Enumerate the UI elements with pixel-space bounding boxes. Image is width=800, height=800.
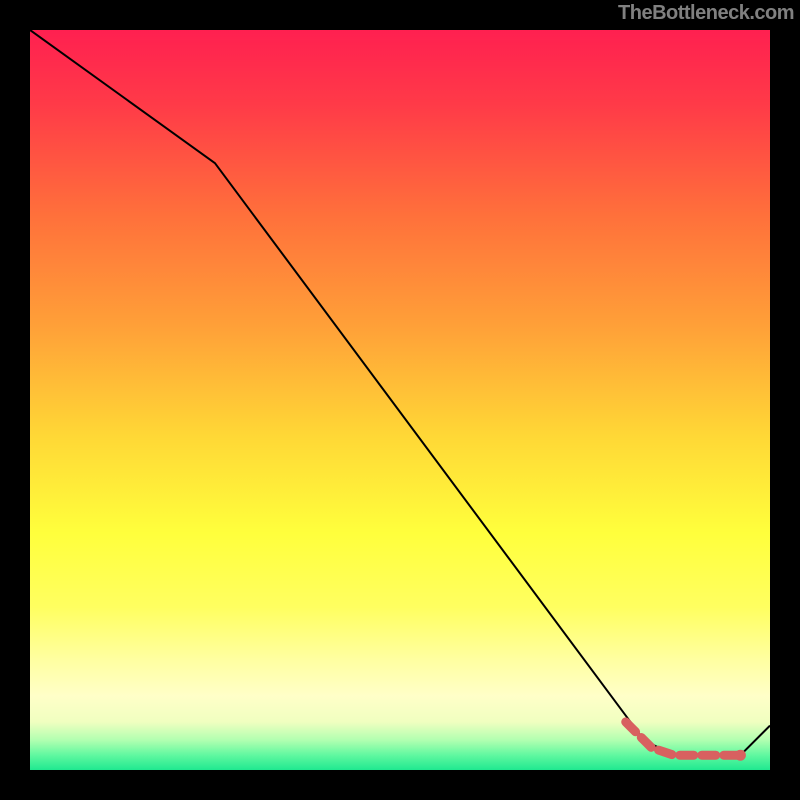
chart-background	[30, 30, 770, 770]
bottleneck-chart	[30, 30, 770, 770]
watermark-text: TheBottleneck.com	[618, 2, 794, 25]
chart-container: TheBottleneck.com	[0, 0, 800, 800]
plot-area	[30, 30, 770, 770]
end-marker-dot	[735, 750, 746, 761]
